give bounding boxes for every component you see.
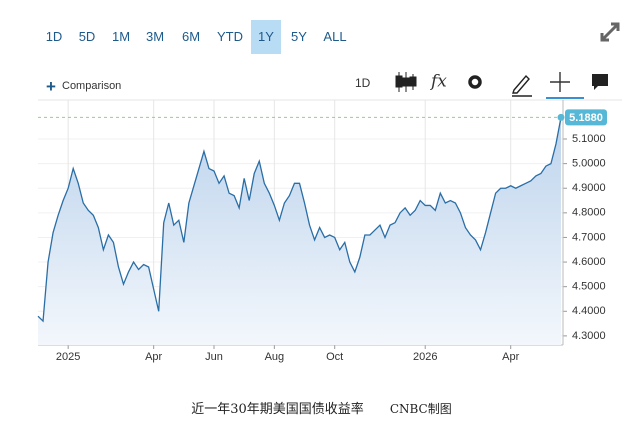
x-tick-label: Apr: [145, 351, 162, 363]
range-button[interactable]: ALL: [323, 29, 347, 44]
range-button[interactable]: 1Y: [251, 20, 281, 54]
range-button[interactable]: 6M: [181, 29, 201, 44]
y-tick-label: 4.3000: [572, 330, 606, 342]
x-tick-label: 2025: [56, 351, 80, 363]
range-button[interactable]: 5Y: [291, 29, 307, 44]
range-button[interactable]: 3M: [145, 29, 165, 44]
range-button[interactable]: 1D: [45, 29, 63, 44]
x-tick-label: Apr: [502, 351, 519, 363]
candle-icon[interactable]: [395, 72, 417, 92]
crosshair-icon[interactable]: [550, 72, 570, 92]
toolbar-icons: fx: [395, 72, 608, 99]
last-point: [557, 113, 565, 121]
y-tick-label: 4.4000: [572, 305, 606, 317]
last-price-box: [565, 109, 607, 126]
y-tick-label: 5.0000: [572, 158, 606, 170]
y-tick-label: 4.6000: [572, 256, 606, 268]
range-button[interactable]: 5D: [78, 29, 96, 44]
last-price-label: 5.1880: [569, 112, 603, 124]
area: [38, 117, 561, 345]
interval-button[interactable]: 1D: [355, 76, 371, 90]
y-tick-label: 4.5000: [572, 281, 606, 293]
caption-source: CNBC制图: [389, 402, 452, 416]
y-tick-label: 4.8000: [572, 207, 606, 219]
x-tick-label: 2026: [413, 351, 437, 363]
comparison-button[interactable]: Comparison: [62, 80, 122, 92]
chart: 4.3000 4.4000 4.5000 4.6000 4.7000 4.8000 4.90…: [37, 99, 622, 363]
y-tick-label: 5.1000: [572, 133, 606, 145]
x-tick-label: Aug: [265, 351, 285, 363]
y-tick-label: 4.9000: [572, 182, 606, 194]
plus-icon[interactable]: +: [46, 77, 56, 96]
y-tick-label: 4.7000: [572, 231, 606, 243]
settings-icon[interactable]: [468, 75, 482, 89]
range-button[interactable]: YTD: [217, 29, 243, 44]
pencil-icon[interactable]: [512, 74, 532, 97]
caption-title: 近一年30年期美国国债收益率: [191, 402, 364, 417]
x-tick-label: Oct: [326, 351, 343, 363]
caption: 近一年30年期美国国债收益率 CNBC制图: [0, 398, 643, 417]
fx-icon[interactable]: fx: [429, 72, 447, 92]
comment-icon[interactable]: [592, 74, 608, 90]
x-tick-label: Jun: [205, 351, 223, 363]
line: [37, 117, 562, 323]
range-button[interactable]: 1M: [111, 29, 131, 44]
expand-icon[interactable]: [598, 20, 624, 44]
